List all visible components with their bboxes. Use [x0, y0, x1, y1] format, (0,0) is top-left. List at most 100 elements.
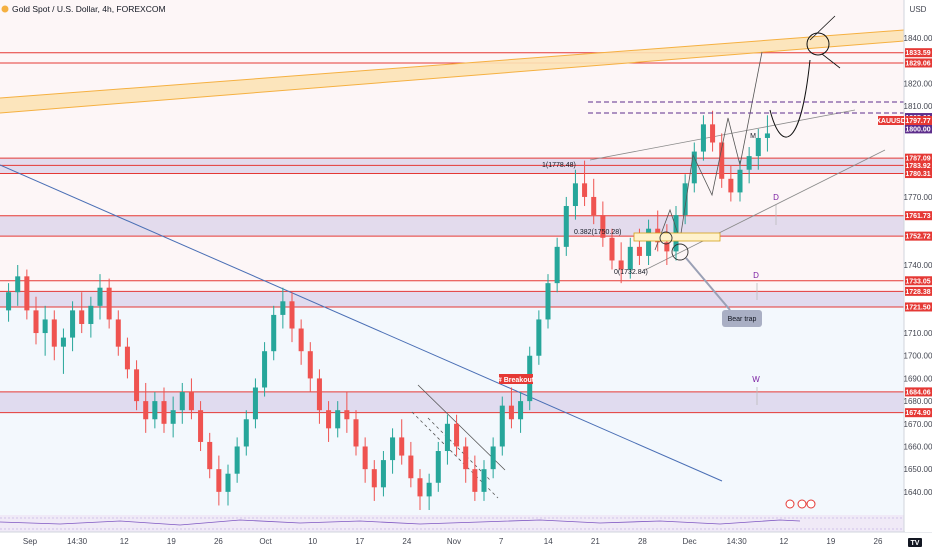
candle-body [70, 310, 76, 338]
candle-body [33, 310, 39, 334]
candle-body [499, 405, 505, 447]
candle-body [426, 482, 432, 497]
x-tick-label: 14:30 [67, 537, 88, 546]
level-tag-label: 1761.73 [905, 213, 930, 220]
fib-highlight-box [633, 232, 721, 242]
level-labels-layer: 1833.591829.061805.001800.001787.091783.… [905, 48, 932, 418]
candle-body [636, 246, 642, 256]
x-tick-label: 19 [826, 537, 835, 546]
level-tag [905, 387, 932, 397]
x-tick-label: 7 [499, 537, 504, 546]
y-tick-label: 1710.00 [904, 329, 932, 338]
indicator-pane [0, 515, 904, 532]
level-tag [905, 169, 932, 179]
rising-channel-lower [644, 149, 886, 271]
dashed-channel-bottom [411, 411, 499, 499]
y-tick-label: 1670.00 [904, 420, 932, 429]
level-tag [905, 408, 932, 418]
time-axis-bg[interactable] [0, 533, 932, 550]
zone-band [0, 391, 904, 413]
breakout-label: # Breakout [498, 377, 535, 384]
level-tag-label: 1733.05 [905, 278, 930, 285]
level-tag-label: 1800.00 [905, 126, 930, 133]
gold-symbol-icon [1, 5, 9, 13]
candle-body [152, 401, 158, 420]
candle-body [60, 337, 66, 347]
event-icons[interactable] [785, 499, 816, 509]
level-tag-label: 1728.38 [905, 289, 930, 296]
projection-up-arrow [809, 15, 836, 41]
candle-body [271, 314, 277, 352]
target-circle [806, 32, 830, 56]
flag-icon[interactable] [785, 499, 795, 509]
candle-body [609, 237, 615, 261]
level-tag [905, 48, 932, 58]
candle-body [591, 196, 597, 216]
flag-icon[interactable] [806, 499, 816, 509]
candle-body [472, 469, 478, 492]
svg-text:TV: TV [911, 540, 920, 547]
candle-body [115, 319, 121, 347]
x-tick-label: Nov [447, 537, 461, 546]
price-axis-bg[interactable] [905, 0, 932, 532]
zone-band [0, 215, 904, 237]
flag-icon[interactable] [797, 499, 807, 509]
y-tick-label: 1810.00 [904, 102, 932, 111]
x-tick-label: Oct [259, 537, 272, 546]
candle-body [15, 276, 21, 293]
candle-body [198, 410, 204, 442]
indicator-line [0, 519, 801, 526]
fib-382-label: 0.382(1750.28) [574, 229, 621, 236]
level-tag-label: 1721.50 [905, 304, 930, 311]
current-price-label: 1797.77 [905, 118, 930, 125]
y-tick-label: 1740.00 [904, 261, 932, 270]
candle-body [170, 410, 176, 424]
candle-body [408, 455, 414, 479]
level-tag [905, 124, 932, 134]
timeframe-w-marker: W [752, 375, 760, 384]
candle-body [298, 328, 304, 352]
candle-body [435, 451, 441, 483]
candle-body [316, 378, 322, 411]
candle-body [399, 437, 405, 456]
candle-body [88, 305, 94, 324]
fib-1-label: 1(1778.48) [542, 162, 576, 169]
candle-body [682, 183, 688, 216]
x-tick-label: 12 [779, 537, 788, 546]
candle-body [280, 301, 286, 315]
candle-body [563, 206, 569, 247]
candle-body [216, 469, 222, 492]
candle-body [764, 133, 770, 138]
candle-body [326, 410, 332, 429]
y-ticks-layer: 1640.00 1650.00 1660.00 1670.00 1680.00 1690.… [904, 34, 932, 497]
candle-body [353, 419, 359, 447]
y-tick-label: 1700.00 [904, 352, 932, 361]
x-tick-label: 19 [167, 537, 176, 546]
x-tick-label: 14:30 [727, 537, 748, 546]
candle-body [243, 419, 249, 447]
candle-body [664, 242, 670, 252]
candle-body [106, 287, 112, 320]
candle-body [627, 246, 633, 270]
timeframe-d-marker-1: D [773, 193, 779, 202]
level-tag-label: 1829.06 [905, 60, 930, 67]
fib-0-label: 0(1732.84) [614, 269, 648, 276]
level-tag [905, 302, 932, 312]
candle-body [161, 401, 167, 424]
candle-body [508, 405, 514, 420]
y-tick-label: 1680.00 [904, 397, 932, 406]
currency-label: USD [910, 5, 927, 14]
x-tick-label: 12 [120, 537, 129, 546]
candle-body [536, 319, 542, 356]
y-tick-label: 1650.00 [904, 465, 932, 474]
candle-body [143, 401, 149, 420]
x-tick-label: Sep [23, 537, 38, 546]
candle-body [42, 319, 48, 334]
projection-curve [769, 59, 811, 138]
tradingview-logo[interactable]: TV [908, 538, 922, 547]
current-symbol-label: XAUUSD [876, 118, 906, 125]
level-tag-label: 1787.09 [905, 156, 930, 163]
candle-body [618, 260, 624, 270]
x-tick-label: 28 [638, 537, 647, 546]
